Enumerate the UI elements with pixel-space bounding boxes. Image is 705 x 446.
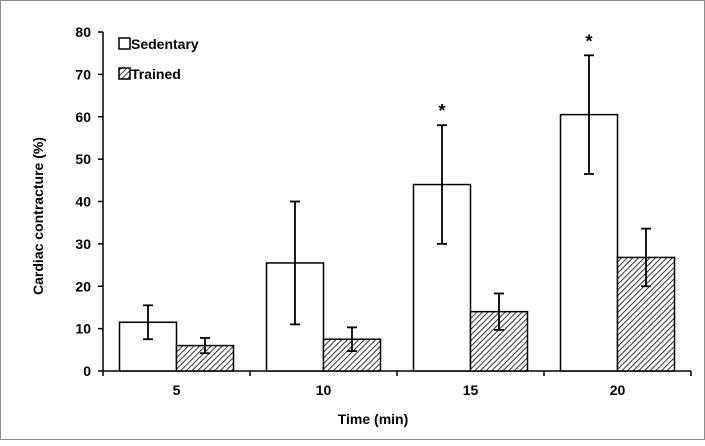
significance-marker: * (585, 31, 592, 51)
x-tick-label: 15 (463, 382, 479, 398)
significance-marker: * (438, 101, 445, 121)
y-tick-label: 40 (75, 194, 91, 210)
y-tick-label: 80 (75, 24, 91, 40)
y-tick-label: 50 (75, 151, 91, 167)
y-tick-label: 30 (75, 236, 91, 252)
x-tick-label: 10 (316, 382, 332, 398)
bar-sedentary-5 (118, 321, 178, 372)
y-tick-label: 60 (75, 109, 91, 125)
y-tick-label: 0 (83, 363, 91, 379)
annotations: ** (438, 31, 592, 121)
legend-swatch-trained (118, 67, 131, 80)
bar-sedentary-15 (412, 183, 472, 372)
x-axis-title: Time (min) (338, 411, 409, 427)
y-tick-label: 20 (75, 278, 91, 294)
y-tick-label: 10 (75, 321, 91, 337)
legend-swatch-sedentary (118, 37, 131, 50)
legend-label-sedentary: Sedentary (131, 36, 199, 52)
y-axis: 0 10 20 30 40 50 60 70 80 (75, 24, 104, 379)
error-bars (143, 54, 651, 355)
y-axis-title: Cardiac contracture (%) (30, 137, 46, 295)
x-tick-label: 20 (610, 382, 626, 398)
x-axis: 5 10 15 20 (102, 370, 692, 398)
x-tick-label: 5 (173, 382, 181, 398)
legend: Sedentary Trained (118, 36, 199, 82)
legend-label-trained: Trained (131, 66, 181, 82)
y-tick-label: 70 (75, 66, 91, 82)
bars (118, 113, 676, 372)
